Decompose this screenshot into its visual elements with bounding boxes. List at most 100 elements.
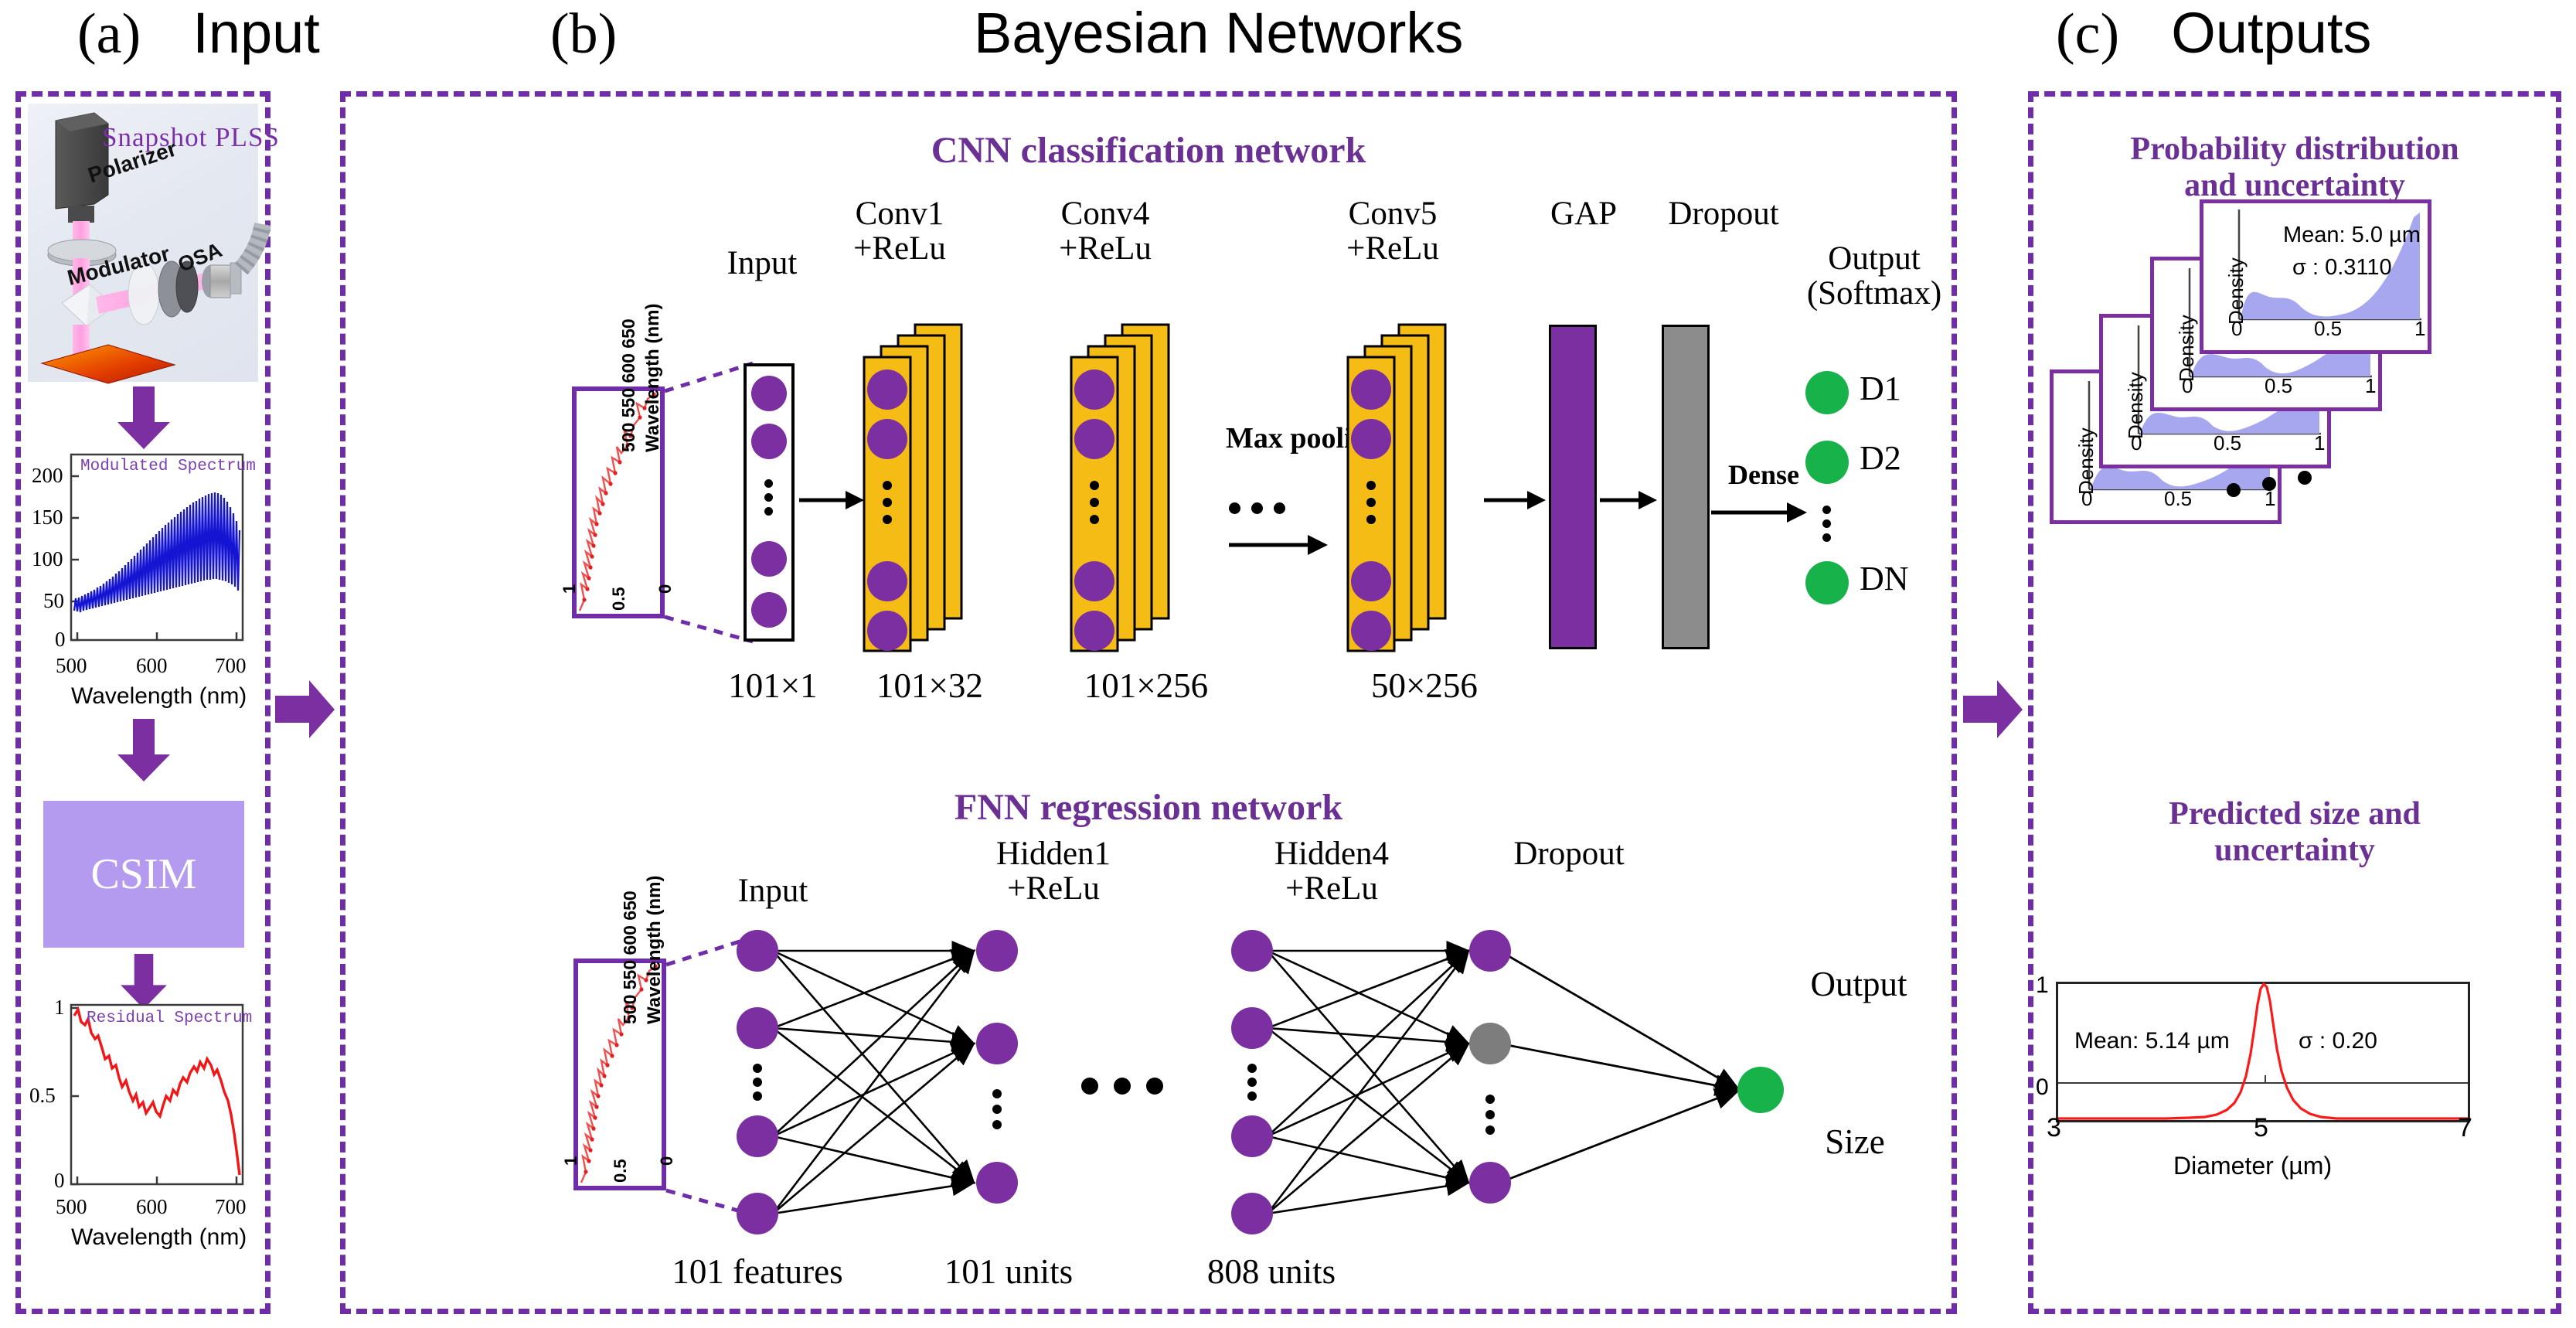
inset-connector-cnn — [662, 361, 762, 645]
cnn-label-conv5-line2: +ReLu — [1346, 230, 1439, 267]
fnn-inset-xtick-1: 1 — [561, 1156, 580, 1166]
cnn-input-node-4 — [751, 592, 787, 628]
residual-spectrum-chart — [70, 1003, 244, 1197]
panel-c-border — [2028, 91, 2561, 1314]
fnn-label-output-line1: Output — [1810, 965, 1907, 1003]
residual-xaxis-label: Wavelength (nm) — [71, 1224, 247, 1250]
cnn-inset-ytick-650: 650 — [618, 318, 638, 349]
cnn-label-conv5-line1: Conv5 — [1348, 196, 1438, 232]
pred-xtick-7: 7 — [2458, 1113, 2472, 1142]
arrow-dense — [1711, 501, 1807, 528]
cnn-label-conv1-line2: +ReLu — [853, 230, 946, 267]
panel-a-border — [15, 91, 271, 1314]
pred-title-line2: uncertainty — [2214, 833, 2375, 869]
arrow-maxpooling — [1229, 533, 1328, 560]
fnn-label-input: Input — [711, 873, 835, 908]
cnn-op-dense: Dense — [1710, 459, 1818, 490]
cnn-shape-101x1: 101×1 — [728, 666, 818, 705]
fnn-label-dropout: Dropout — [1476, 836, 1662, 871]
modulated-spectrum-caption: Modulated Spectrum — [80, 458, 256, 475]
fnn-inset-spectrum — [573, 959, 666, 1190]
density-back-1-xtick-1: 1 — [2365, 374, 2377, 397]
fnn-label-hidden1-line2: +ReLu — [1007, 870, 1100, 907]
fnn-label-output: Output — [1770, 965, 1948, 1003]
cnn-inset-ytick-600: 600 — [618, 353, 638, 383]
pred-xaxis-label: Diameter (µm) — [2173, 1152, 2333, 1180]
density-stack-dots — [2226, 471, 2319, 500]
density-back-3-ylabel: Density — [2074, 427, 2098, 495]
pred-ytick-1: 1 — [2036, 972, 2049, 998]
residual-xtick-700: 700 — [215, 1195, 247, 1218]
cnn-output-node-dn — [1805, 561, 1849, 604]
pred-section-title: Predicted size and uncertainty — [2028, 796, 2561, 869]
modulated-ytick-200: 200 — [32, 464, 63, 487]
density-front-xtick-0: 0 — [2231, 317, 2243, 340]
cnn-label-output: Output (Softmax) — [1785, 241, 1963, 311]
cnn-label-output-line2: (Softmax) — [1806, 275, 1942, 312]
cnn-output-node-d2 — [1805, 441, 1849, 484]
density-front-ylabel: Density — [2224, 257, 2248, 325]
fnn-network-graph — [737, 928, 1839, 1241]
cnn-output-vdots — [1822, 506, 1831, 542]
density-back-3-xtick-1: 1 — [2265, 487, 2276, 510]
residual-ytick-0: 0 — [54, 1169, 65, 1192]
residual-spectrum-caption: Residual Spectrum — [87, 1010, 253, 1027]
modulated-ytick-100: 100 — [32, 547, 63, 570]
prob-title-line1: Probability distribution — [2130, 131, 2459, 167]
cnn-input-vdots — [764, 479, 773, 516]
arrow-panel-b-to-c — [1963, 680, 2023, 743]
cnn-input-node-2 — [751, 424, 787, 459]
panel-a-header: (a) Input — [77, 0, 320, 67]
fnn-inset-ytick-550: 550 — [620, 959, 640, 990]
modulated-xtick-600: 600 — [136, 654, 168, 677]
fnn-label-hidden4-line2: +ReLu — [1285, 870, 1378, 907]
fnn-inset-ytick-600: 600 — [620, 925, 640, 955]
density-front-mean-label: Mean: 5.0 µm — [2283, 223, 2421, 247]
arrow-panel-a-to-b — [275, 680, 335, 743]
cnn-layers-hdots — [1229, 502, 1285, 514]
fnn-label-hidden1-line1: Hidden1 — [995, 836, 1111, 872]
pred-sigma-label: σ : 0.20 — [2299, 1028, 2377, 1054]
cnn-inset-ytick-group: 500 550 600 650 — [618, 318, 639, 452]
cnn-shape-101x32: 101×32 — [876, 666, 983, 705]
fnn-inset-ytick-650: 650 — [620, 890, 640, 921]
modulated-xaxis-label: Wavelength (nm) — [71, 683, 247, 709]
cnn-section-title: CNN classification network — [931, 130, 1366, 171]
cnn-label-conv5: Conv5 +ReLu — [1323, 196, 1462, 266]
fnn-inset-ytick-500: 500 — [620, 994, 640, 1024]
panel-c-header: (c) Outputs — [2056, 0, 2371, 67]
cnn-input-node-1 — [751, 376, 787, 411]
cnn-label-conv1-line1: Conv1 — [855, 196, 944, 232]
cnn-gap-bar — [1549, 325, 1597, 649]
cnn-label-conv1: Conv1 +ReLu — [830, 196, 969, 266]
arrow-setup-to-modulated — [116, 386, 172, 454]
arrow-modulated-to-csim — [116, 719, 172, 786]
arrow-conv5-to-gap — [1484, 489, 1546, 516]
fnn-inset-ylabel: Wavelength (nm) — [644, 875, 665, 1024]
panel-b-title-wrap: Bayesian Networks — [974, 0, 1463, 66]
fnn-inset-ytick-group: 500 550 600 650 — [620, 890, 641, 1024]
density-back-1-xtick-05: 0.5 — [2265, 374, 2293, 397]
cnn-op-dense-label: Dense — [1728, 459, 1799, 490]
setup-title: Snapshot PLSS — [102, 122, 280, 152]
panel-b-tag: (b) — [550, 2, 618, 66]
density-back-1-ylabel: Density — [2175, 315, 2198, 382]
modulated-xtick-500: 500 — [56, 654, 87, 677]
cnn-label-input-line1: Input — [727, 245, 798, 281]
cnn-inset-spectrum — [572, 386, 665, 618]
fnn-inset-xtick-05: 0.5 — [611, 1159, 630, 1183]
residual-ytick-0.5: 0.5 — [29, 1084, 56, 1107]
pred-xtick-5: 5 — [2254, 1113, 2268, 1142]
modulated-ytick-0: 0 — [55, 628, 66, 651]
density-back-2-ylabel: Density — [2124, 372, 2147, 439]
pred-title-line1: Predicted size and — [2169, 796, 2421, 832]
modulated-spectrum-chart — [70, 453, 244, 662]
cnn-conv4-stack — [1070, 323, 1218, 653]
density-plot-front — [2200, 199, 2431, 354]
fnn-label-hidden1: Hidden1 +ReLu — [965, 836, 1142, 906]
panel-a-title: Input — [192, 1, 320, 65]
density-back-2-xtick-0: 0 — [2131, 431, 2142, 455]
residual-xtick-500: 500 — [56, 1195, 87, 1218]
arrow-gap-to-dropout — [1600, 489, 1657, 516]
cnn-output-label-dn: DN — [1860, 560, 1909, 598]
